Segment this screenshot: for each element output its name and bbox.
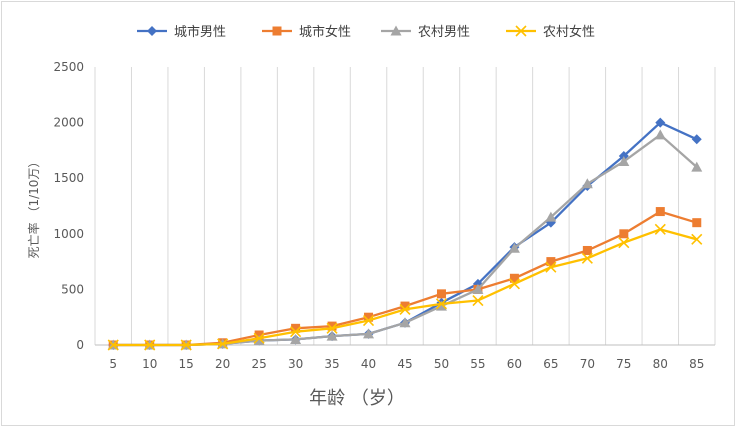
- data-point: [582, 245, 592, 255]
- x-tick-label: 80: [653, 357, 668, 371]
- legend-marker: [515, 25, 527, 37]
- legend-label: 城市男性: [174, 24, 226, 40]
- data-point: [254, 330, 264, 340]
- gridlines: [94, 67, 716, 345]
- legend-marker: [272, 26, 282, 36]
- legend-marker: [147, 26, 157, 36]
- legend-item: 农村女性: [506, 24, 595, 40]
- legend-label: 农村男性: [418, 25, 470, 40]
- data-point: [509, 273, 519, 283]
- data-point: [655, 207, 665, 217]
- legend-item: 城市女性: [262, 24, 351, 40]
- data-point: [326, 322, 338, 334]
- data-point: [253, 335, 265, 346]
- data-point: [291, 323, 301, 333]
- data-point: [290, 326, 302, 338]
- data-point: [363, 328, 375, 339]
- data-point: [107, 339, 119, 351]
- x-axis-title: 年龄 （岁）: [309, 388, 405, 409]
- y-tick-label: 500: [61, 282, 84, 296]
- data-point: [691, 134, 702, 145]
- y-tick-label: 1500: [53, 171, 84, 185]
- y-tick-label: 1000: [53, 227, 84, 241]
- x-tick-label: 65: [543, 357, 558, 371]
- data-point: [508, 242, 520, 253]
- data-point: [545, 211, 557, 222]
- x-tick-label: 40: [361, 357, 376, 371]
- x-tick-label: 50: [434, 357, 449, 371]
- x-tick-label: 5: [109, 357, 117, 371]
- data-point: [545, 261, 557, 273]
- data-point: [436, 289, 446, 299]
- x-tick-label: 60: [507, 357, 522, 371]
- data-point: [508, 278, 520, 290]
- y-tick-label: 2500: [53, 60, 84, 74]
- data-point: [654, 223, 666, 235]
- x-tick-label: 20: [215, 357, 230, 371]
- data-point: [655, 117, 666, 128]
- data-point: [654, 129, 666, 140]
- series-lines: [107, 117, 703, 351]
- data-point: [326, 330, 338, 341]
- data-point: [618, 156, 630, 167]
- series-1: [108, 117, 702, 350]
- y-tick-label: 0: [76, 338, 84, 352]
- data-point: [144, 339, 156, 351]
- data-point: [581, 252, 593, 264]
- data-point: [691, 161, 703, 172]
- y-axis-title: 死亡率 （1/10万）: [26, 156, 41, 259]
- y-tick-label: 2000: [53, 116, 84, 130]
- data-point: [619, 229, 629, 239]
- legend-label: 农村女性: [543, 24, 595, 40]
- data-point: [435, 298, 448, 310]
- legend-marker: [390, 25, 402, 36]
- data-point: [253, 332, 265, 344]
- data-point: [581, 178, 593, 189]
- legend-item: 城市男性: [137, 24, 226, 40]
- data-point: [400, 301, 410, 311]
- x-tick-label: 45: [397, 357, 412, 371]
- data-point: [691, 233, 703, 245]
- x-tick-label: 75: [616, 357, 631, 371]
- data-point: [180, 339, 192, 351]
- data-point: [399, 317, 411, 328]
- x-tick-label: 85: [689, 357, 704, 371]
- x-tick-label: 25: [251, 357, 266, 371]
- data-point: [364, 312, 374, 322]
- data-point: [546, 257, 556, 267]
- data-point: [472, 294, 484, 307]
- series-line: [112, 121, 698, 347]
- legend-label: 城市女性: [299, 24, 351, 40]
- data-point: [692, 218, 702, 228]
- x-tick-label: 70: [580, 357, 595, 371]
- legend: 城市男性 城市女性 农村男性 农村女性: [137, 24, 595, 40]
- x-tick-label: 30: [288, 357, 303, 371]
- x-tick-label: 15: [179, 357, 194, 371]
- x-tick-label: 35: [324, 357, 339, 371]
- data-point: [290, 333, 302, 344]
- data-point: [399, 303, 411, 315]
- x-tick-label: 10: [142, 357, 157, 371]
- axes: 0 500 1000 1500 2000 2500 5 10 15 20 25 30 35 40 45 50 5…: [53, 60, 715, 371]
- data-point: [327, 321, 337, 331]
- data-point: [217, 338, 229, 350]
- data-point: [618, 237, 630, 249]
- legend-item: 农村男性: [381, 25, 470, 40]
- data-point: [362, 314, 375, 327]
- series-4: [107, 223, 703, 351]
- data-point: [435, 300, 447, 311]
- data-point: [472, 283, 484, 294]
- x-tick-label: 55: [470, 357, 485, 371]
- series-2: [108, 207, 702, 350]
